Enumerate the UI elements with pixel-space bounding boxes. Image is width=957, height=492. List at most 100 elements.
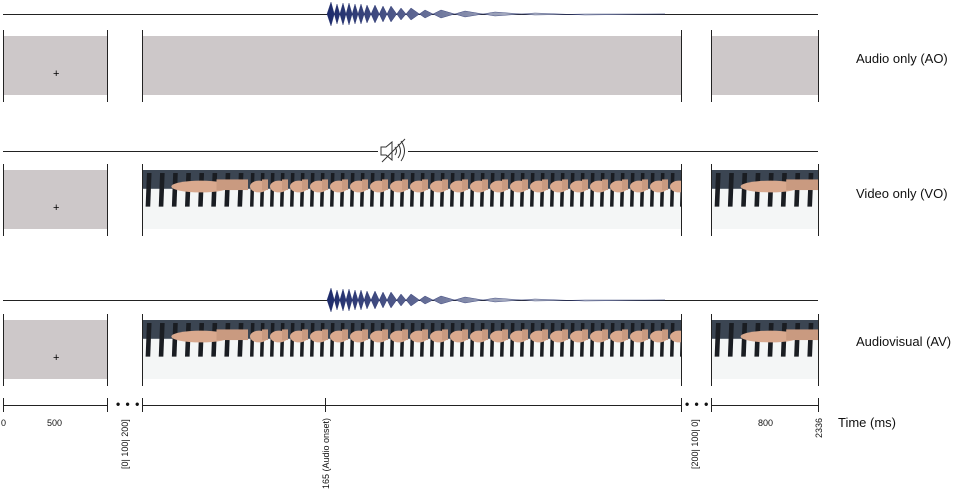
video-frame <box>668 320 681 379</box>
segment-boundary <box>681 164 682 236</box>
ellipsis-marker: • • • <box>685 397 710 411</box>
segment-boundary <box>3 314 4 386</box>
video-frame <box>568 170 588 229</box>
fixation-cross: + <box>53 352 60 364</box>
video-frame <box>408 320 428 379</box>
video-frame <box>428 170 448 229</box>
video-frame <box>348 320 368 379</box>
video-frame <box>568 320 588 379</box>
video-frame <box>143 320 248 379</box>
video-frame <box>588 320 608 379</box>
video-frame <box>428 320 448 379</box>
segment-boundary <box>3 30 4 102</box>
video-frame <box>388 170 408 229</box>
axis-line <box>142 405 682 406</box>
video-frame <box>328 170 348 229</box>
video-frame <box>608 170 628 229</box>
fixation-cross: + <box>53 202 60 214</box>
speaker-muted-icon <box>378 138 408 164</box>
axis-tick <box>325 398 326 412</box>
fixation-screen: + <box>4 36 107 95</box>
video-frame <box>608 320 628 379</box>
segment-boundary <box>107 30 108 102</box>
tick-label: 500 <box>47 418 63 428</box>
video-frame <box>288 320 308 379</box>
video-frame <box>328 320 348 379</box>
segment-boundary <box>142 164 143 236</box>
video-frame <box>268 170 288 229</box>
segment-boundary <box>107 314 108 386</box>
segment-boundary <box>818 164 819 236</box>
video-last-frame <box>712 170 818 229</box>
video-last-frame <box>712 320 818 379</box>
ellipsis-marker: • • • <box>116 397 141 411</box>
segment-boundary <box>818 314 819 386</box>
video-frame <box>648 320 668 379</box>
condition-label: Audio only (AO) <box>856 51 948 66</box>
video-frame <box>628 320 648 379</box>
blank-screen <box>712 36 818 95</box>
video-frame <box>508 170 528 229</box>
video-frame <box>268 320 288 379</box>
axis-tick <box>142 398 143 412</box>
video-frame <box>508 320 528 379</box>
video-frame <box>348 170 368 229</box>
tick-label-rotated: [0| 100| 200] <box>120 419 130 469</box>
video-frame <box>588 170 608 229</box>
video-frame <box>468 320 488 379</box>
axis-tick <box>3 398 4 412</box>
axis-line <box>711 405 819 406</box>
tick-label-rotated: 165 (Audio onset) <box>321 417 331 489</box>
fixation-screen: + <box>4 320 107 379</box>
axis-tick <box>681 398 682 412</box>
video-frame <box>448 320 468 379</box>
tick-label-rotated: 2336 <box>814 417 824 438</box>
axis-line <box>3 405 108 406</box>
segment-boundary <box>107 164 108 236</box>
video-frame <box>628 170 648 229</box>
video-frame <box>548 170 568 229</box>
video-frames-strip <box>143 170 681 229</box>
segment-boundary <box>142 30 143 102</box>
video-frame <box>528 170 548 229</box>
segment-boundary <box>818 30 819 102</box>
video-frame <box>528 320 548 379</box>
segment-boundary <box>711 30 712 102</box>
blank-screen <box>143 36 681 95</box>
video-frame <box>548 320 568 379</box>
video-frame <box>248 170 268 229</box>
axis-tick <box>107 398 108 412</box>
video-frame <box>288 170 308 229</box>
segment-boundary <box>3 164 4 236</box>
video-frame <box>468 170 488 229</box>
tick-label-rotated: [200| 100| 0] <box>690 419 700 469</box>
video-frame <box>368 170 388 229</box>
video-frame <box>488 320 508 379</box>
video-frame <box>488 170 508 229</box>
video-frame <box>248 320 268 379</box>
video-frame <box>668 170 681 229</box>
segment-boundary <box>711 164 712 236</box>
video-frame <box>712 320 818 379</box>
condition-label: Video only (VO) <box>856 186 948 201</box>
video-frame <box>368 320 388 379</box>
segment-boundary <box>681 30 682 102</box>
video-frame <box>648 170 668 229</box>
video-frame <box>408 170 428 229</box>
video-frames-strip <box>143 320 681 379</box>
fixation-cross: + <box>53 68 60 80</box>
video-frame <box>308 320 328 379</box>
video-frame <box>712 170 818 229</box>
axis-tick <box>711 398 712 412</box>
fixation-screen: + <box>4 170 107 229</box>
tick-label: 800 <box>758 418 774 428</box>
audio-waveform-icon <box>326 287 666 313</box>
video-frame <box>388 320 408 379</box>
video-frame <box>308 170 328 229</box>
audio-track-line <box>3 151 818 152</box>
axis-tick <box>818 398 819 412</box>
tick-label: 0 <box>1 418 7 428</box>
condition-label: Audiovisual (AV) <box>856 334 952 349</box>
segment-boundary <box>681 314 682 386</box>
segment-boundary <box>142 314 143 386</box>
